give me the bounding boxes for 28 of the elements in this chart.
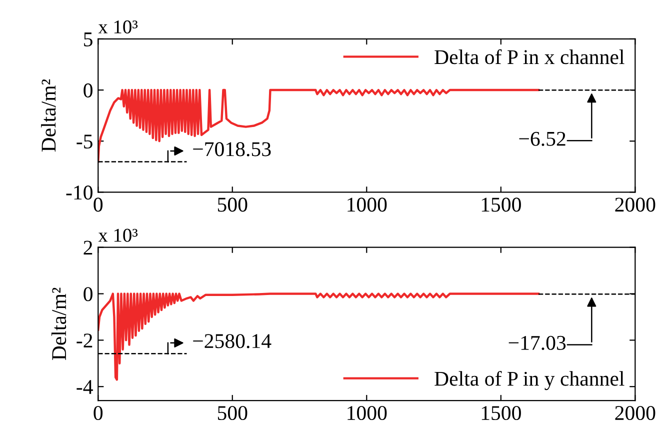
x-tick-label: 1000 [348,198,387,212]
y-tick-label: 2 [84,240,92,255]
y-tick-label: 0 [84,83,92,98]
text: x 10³ [98,228,138,242]
y-axis-title: Delta/m² [41,79,56,152]
x-tick-label: 1500 [482,198,521,212]
ref-line-label: −17.03 [508,336,566,350]
y-tick-label: -5 [76,134,92,149]
x-tick-label: 2000 [615,406,656,420]
x-tick-label: 500 [218,406,248,420]
text: x 10³ [98,20,138,34]
x-tick-label: 0 [94,406,103,420]
x-tick-label: 2000 [615,198,656,212]
y-tick-label: -10 [66,186,92,200]
legend-label: Delta of P in y channel [434,370,624,390]
y-tick-label: -4 [76,380,93,394]
ref-line-label: −7018.53 [193,142,271,156]
y-axis-title: Delta/m² [51,288,66,360]
ref-line-label: −2580.14 [193,334,272,348]
x-tick-label: 500 [218,198,248,212]
x-tick-label: 1500 [482,406,521,420]
x-tick-label: 0 [94,198,103,212]
y-tick-label: -2 [76,334,92,348]
y-tick-label: 0 [84,287,92,302]
x-tick-label: 1000 [348,406,387,420]
y-tick-label: 5 [84,32,92,46]
ref-line-label: −6.52 [519,132,566,146]
legend-label: Delta of P in x channel [434,49,624,64]
